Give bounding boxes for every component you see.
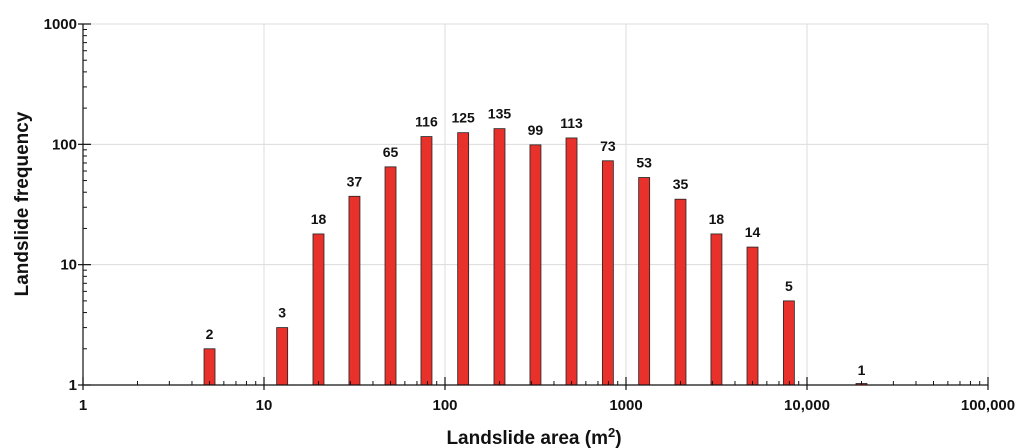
x-axis-title-superscript: 2 — [608, 425, 615, 440]
bar — [348, 195, 361, 386]
bar — [457, 132, 470, 386]
data-label: 2 — [206, 326, 214, 342]
data-label: 53 — [636, 155, 652, 171]
data-label: 18 — [311, 211, 327, 227]
x-tick-label: 1000 — [609, 397, 642, 414]
axes-group — [78, 23, 989, 390]
data-label: 125 — [451, 110, 475, 126]
bar — [529, 144, 542, 386]
bar — [710, 233, 723, 386]
bar — [565, 137, 578, 386]
bar — [384, 166, 397, 386]
data-label: 37 — [347, 173, 363, 189]
y-axis-title: Landslide frequency — [12, 111, 33, 296]
data-label: 5 — [785, 278, 793, 294]
y-tick-label: 10 — [60, 257, 77, 274]
x-axis-title-main: Landslide area (m — [446, 428, 608, 448]
data-label: 65 — [383, 144, 399, 160]
y-tick-label: 1 — [69, 377, 77, 394]
bar — [203, 348, 216, 386]
data-label: 113 — [560, 115, 583, 131]
x-tick-label: 10,000 — [784, 397, 830, 414]
data-label: 99 — [528, 122, 544, 138]
bar — [601, 160, 614, 386]
x-axis-title-suffix: ) — [615, 428, 621, 448]
x-tick-label: 100 — [432, 397, 457, 414]
bar — [782, 300, 795, 386]
data-label: 135 — [488, 106, 512, 122]
bar — [746, 246, 759, 386]
x-tick-label: 10 — [256, 397, 273, 414]
bar — [493, 128, 506, 386]
x-tick-label: 100,000 — [961, 397, 1015, 414]
data-label: 3 — [278, 305, 286, 321]
data-label: 14 — [745, 224, 761, 240]
x-tick-label: 1 — [79, 397, 87, 414]
y-tick-label: 1000 — [44, 16, 77, 33]
data-label: 35 — [673, 176, 689, 192]
bar — [312, 233, 325, 386]
bar — [674, 198, 687, 386]
y-tick-label: 100 — [52, 136, 77, 153]
data-label: 1 — [858, 362, 866, 378]
bar — [638, 177, 651, 386]
bar — [276, 327, 289, 386]
data-label: 18 — [709, 211, 725, 227]
data-label: 116 — [415, 114, 438, 130]
x-axis-title: Landslide area (m2) — [446, 425, 621, 448]
data-label: 73 — [600, 138, 616, 154]
bar — [420, 136, 433, 386]
